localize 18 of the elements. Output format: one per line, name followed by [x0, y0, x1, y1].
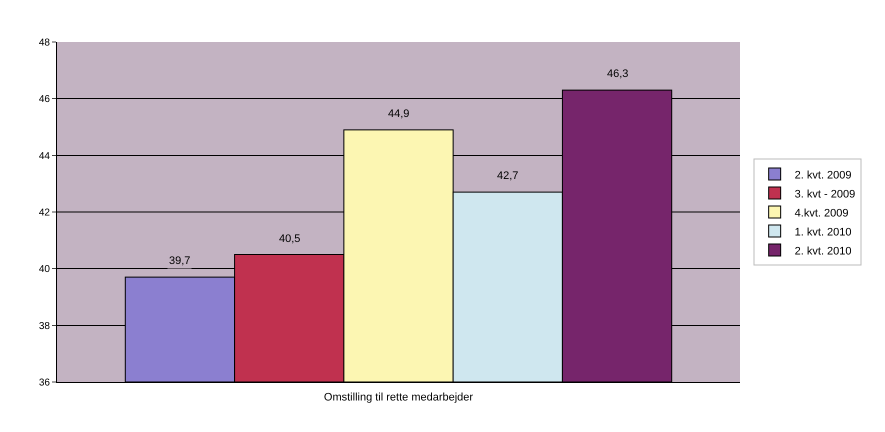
data-label: 44,9 [388, 108, 410, 120]
legend-label: 4.kvt. 2009 [794, 207, 848, 220]
data-label: 39,7 [169, 255, 190, 267]
y-tick-label: 44 [38, 150, 50, 162]
legend-label: 3. kvt - 2009 [794, 188, 856, 200]
y-tick-label: 46 [38, 94, 50, 106]
legend-label: 1. kvt. 2010 [794, 226, 852, 238]
data-label: 42,7 [497, 170, 518, 182]
x-axis-title: Omstilling til rette medarbejder [324, 391, 474, 404]
data-label: 40,5 [279, 233, 300, 245]
y-tick-label: 38 [38, 320, 50, 332]
legend-label: 2. kvt. 2009 [794, 169, 852, 182]
data-label: 46,3 [607, 68, 628, 80]
y-tick-label: 48 [38, 38, 50, 48]
y-tick-label: 42 [38, 208, 50, 218]
y-tick-label: 40 [38, 264, 50, 276]
legend-label: 2. kvt. 2010 [794, 245, 852, 258]
y-tick-label: 36 [38, 378, 50, 388]
